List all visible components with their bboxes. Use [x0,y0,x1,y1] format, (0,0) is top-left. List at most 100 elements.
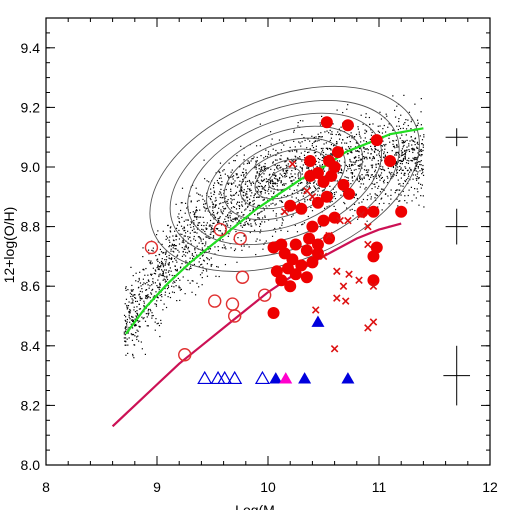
cross-point [333,294,341,302]
filled-circle-point [289,238,302,251]
cross-point [325,231,333,240]
axis-ticks [45,17,491,466]
filled-circle-point [267,241,280,254]
green-model-curve [125,127,424,335]
contour-level [254,158,315,200]
filled-circle-point [337,178,350,191]
cross-point [355,276,363,285]
background-dot-cloud [123,94,425,359]
y-tick-label: 8.6 [21,278,41,294]
filled-circle-point [300,244,313,257]
contour-level [206,125,364,233]
filled-circle-point [323,232,336,245]
open-triangle-point [254,370,270,385]
filled-circle-point [325,169,338,182]
filled-circle-point [328,211,341,224]
x-tick-label: 8 [42,479,50,495]
filled-circle-point [275,274,288,287]
filled-circle-point [311,238,324,251]
filled-circle-point [367,274,380,287]
x-tick-label: 10 [260,479,276,495]
open-circle-point [178,348,192,362]
cross-point [364,324,372,332]
cross-point [336,216,344,225]
y-tick-label: 8.4 [21,338,41,354]
cross-point [308,193,317,201]
cross-point [344,216,352,225]
y-tick-labels: 8.0 8.2 8.4 8.6 8.8 9.0 9.2 9.4 [21,40,41,473]
cross-point [330,345,339,353]
filled-circle-point [367,250,380,263]
filled-circle-point [289,268,302,281]
cross-point [288,160,297,168]
y-tick-label: 9.4 [21,40,41,56]
cross-point [303,187,311,195]
y-tick-label: 8.8 [21,219,41,235]
filled-circle-point [304,155,317,168]
cross-point [339,282,348,290]
cross-point [280,207,289,216]
filled-circle-point [304,169,317,182]
filled-circle-point [306,220,319,233]
filled-circle-point [286,253,299,266]
filled-circle-point [295,259,308,272]
x-tick-label: 12 [482,479,498,495]
open-triangle-point [217,370,233,385]
cross-point [345,270,353,279]
cross-point [311,306,320,314]
y-tick-label: 9.0 [21,159,41,175]
filled-circle-point [311,247,324,260]
cross-point [357,210,366,219]
filled-circle-point [317,214,330,227]
open-circle-point [208,294,222,308]
cross-point [319,252,328,261]
filled-circle-point [284,280,297,293]
filled-circle-point [320,190,333,203]
open-circle-point [213,222,227,237]
filled-triangle-point [341,372,355,384]
y-tick-label: 8.0 [21,457,41,473]
magenta-triangle-point [279,372,293,384]
x-tick-label: 11 [372,479,387,495]
error-bars [443,128,471,406]
open-triangle-point [197,370,213,385]
filled-circle-point [267,307,280,320]
y-axis-label: 12+log(O/H) [1,207,17,284]
filled-circle-point [356,205,369,218]
filled-circle-point [320,116,333,129]
filled-circle-point [343,187,356,200]
open-circle-point [257,288,272,302]
filled-circle-point [370,134,383,147]
data-markers [144,116,408,385]
open-circle-point [144,240,159,255]
magenta-model-curve [111,222,402,428]
filled-circle-point [395,205,408,218]
open-triangle-point [227,370,243,385]
filled-triangle-point [269,372,283,384]
filled-circle-point [295,202,308,215]
open-circle-point [233,231,247,246]
filled-circle-point [306,256,319,269]
cross-point [369,318,378,326]
cross-point [364,240,372,249]
filled-circle-point [341,119,354,132]
open-circle-point [227,309,242,323]
filled-circle-point [384,155,397,168]
filled-circle-point [270,265,283,278]
open-circle-point [235,270,250,284]
filled-triangle-point [298,372,312,384]
model-curves [111,127,424,428]
filled-circle-point [303,232,316,245]
y-tick-label: 9.2 [21,99,41,115]
x-tick-labels: 8 9 10 11 12 [42,479,498,495]
y-tick-label: 8.2 [21,397,41,413]
x-tick-label: 9 [153,479,161,495]
filled-circle-point [367,205,380,218]
filled-circle-point [331,146,344,159]
filled-circle-point [300,271,313,284]
cross-point [369,282,378,290]
cross-point [364,222,372,231]
filled-triangle-point [311,315,325,327]
